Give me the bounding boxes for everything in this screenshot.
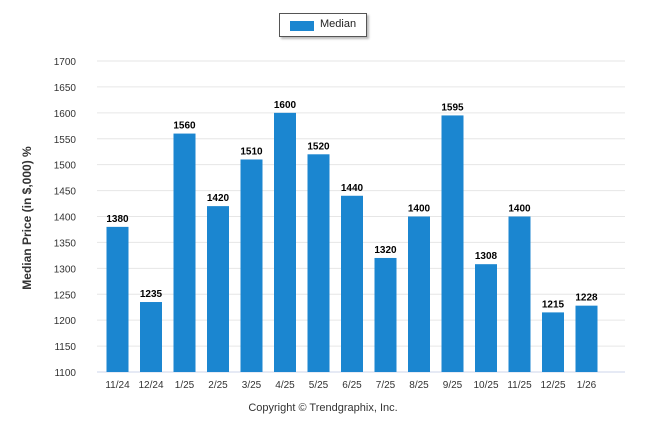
bar — [408, 216, 430, 372]
y-tick-label: 1250 — [54, 290, 77, 301]
bar — [374, 257, 397, 372]
bar-value-label: 1320 — [374, 245, 397, 256]
x-tick-label: 11/25 — [507, 380, 532, 391]
bar — [240, 159, 263, 372]
x-tick-label: 11/24 — [105, 380, 130, 391]
bar — [542, 312, 564, 372]
y-tick-label: 1650 — [54, 83, 77, 94]
x-tick-label: 12/25 — [540, 380, 565, 391]
x-tick-label: 1/26 — [577, 380, 597, 391]
y-tick-label: 1700 — [54, 57, 77, 68]
bar — [307, 154, 330, 372]
y-tick-label: 1600 — [54, 109, 77, 120]
bar-value-label: 1308 — [475, 251, 498, 262]
y-tick-label: 1200 — [54, 316, 77, 327]
bar-value-label: 1235 — [140, 289, 163, 300]
legend-label-median: Median — [320, 18, 357, 30]
y-tick-label: 1300 — [54, 264, 77, 275]
bar — [274, 112, 296, 372]
x-tick-label: 4/25 — [275, 380, 295, 391]
bar-value-label: 1520 — [307, 141, 330, 152]
y-tick-label: 1550 — [54, 135, 77, 146]
bar-value-label: 1440 — [341, 183, 364, 194]
y-axis-label: Median Price (in $,000) % — [20, 146, 34, 290]
legend-swatch — [290, 21, 314, 31]
bar-value-label: 1400 — [508, 204, 531, 215]
x-tick-label: 1/25 — [175, 380, 195, 391]
y-tick-label: 1500 — [54, 161, 77, 172]
y-tick-label: 1350 — [54, 238, 77, 249]
y-tick-label: 1450 — [54, 187, 77, 198]
bar-value-label: 1380 — [106, 214, 129, 225]
x-tick-label: 8/25 — [409, 380, 429, 391]
copyright-text: Copyright © Trendgraphix, Inc. — [248, 402, 398, 414]
bar — [140, 302, 162, 372]
bar-value-label: 1600 — [274, 100, 297, 111]
bar-value-label: 1595 — [441, 102, 464, 113]
bar — [173, 133, 196, 372]
bar-value-label: 1560 — [173, 121, 196, 132]
bar-value-label: 1420 — [207, 193, 230, 204]
x-tick-label: 12/24 — [138, 380, 163, 391]
bar — [508, 216, 531, 372]
bar — [341, 195, 363, 372]
x-tick-label: 9/25 — [443, 380, 463, 391]
x-tick-label: 6/25 — [342, 380, 362, 391]
x-tick-label: 7/25 — [376, 380, 396, 391]
bar-value-label: 1510 — [240, 146, 263, 157]
x-tick-label: 2/25 — [208, 380, 228, 391]
bar — [475, 264, 497, 372]
bar — [207, 206, 229, 372]
bar — [441, 115, 464, 373]
legend: Median — [279, 13, 367, 37]
bar-value-label: 1400 — [408, 204, 431, 215]
bar-value-label: 1215 — [542, 299, 565, 310]
bar — [575, 305, 598, 372]
y-tick-label: 1100 — [54, 368, 76, 379]
x-tick-label: 3/25 — [242, 380, 262, 391]
y-tick-label: 1150 — [54, 342, 76, 353]
x-tick-label: 5/25 — [309, 380, 329, 391]
y-tick-label: 1400 — [54, 213, 77, 224]
x-tick-label: 10/25 — [473, 380, 498, 391]
bar-value-label: 1228 — [575, 293, 598, 304]
bar — [106, 226, 129, 372]
